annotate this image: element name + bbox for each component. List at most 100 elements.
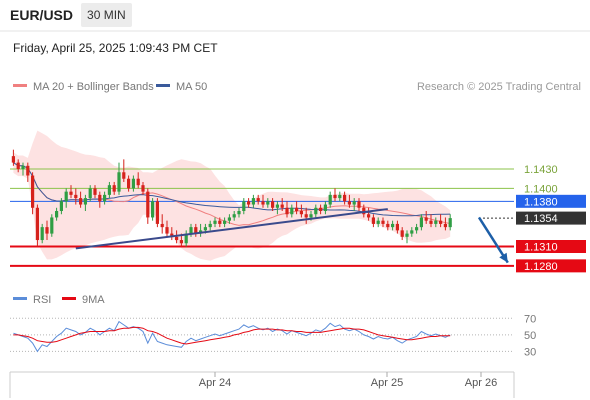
candle-body <box>11 156 15 163</box>
candle-body <box>266 201 270 205</box>
candle-body <box>35 207 39 241</box>
candle <box>98 191 102 208</box>
candle <box>299 204 303 218</box>
candle-body <box>88 188 92 199</box>
candle <box>319 204 323 215</box>
candle <box>242 198 246 215</box>
candle <box>45 220 49 241</box>
candle <box>271 198 275 211</box>
candle <box>424 211 428 224</box>
candle <box>371 214 375 228</box>
candle <box>131 175 135 192</box>
candle-body <box>434 220 438 224</box>
symbol-label: EUR/USD <box>10 7 74 23</box>
candle-body <box>136 178 140 186</box>
candle-body <box>74 194 78 199</box>
candle <box>328 191 332 208</box>
candle-body <box>338 194 342 199</box>
ma20-legend-swatch <box>13 84 27 87</box>
candle-body <box>232 214 236 218</box>
chart-header: EUR/USD 30 MIN <box>0 0 132 30</box>
x-tick-label-0: Apr 24 <box>199 377 231 389</box>
bollinger-band <box>13 130 451 261</box>
candle <box>55 207 59 221</box>
candle-body <box>275 204 279 208</box>
candles <box>11 149 452 247</box>
candle <box>410 227 414 237</box>
candle-body <box>405 233 409 237</box>
candle-body <box>328 194 332 205</box>
candle <box>266 198 270 208</box>
candle <box>213 217 217 228</box>
candle <box>232 211 236 221</box>
candle <box>83 194 87 211</box>
candle-body <box>21 165 25 170</box>
level-tag-5 <box>516 259 586 273</box>
candle-body <box>31 175 35 208</box>
candle-body <box>261 201 265 205</box>
rsi-ma-legend-swatch <box>62 297 76 300</box>
candle <box>103 191 107 205</box>
rsi-tick-label-0: 70 <box>524 313 536 325</box>
rsi-legend: RSI 9MA <box>13 294 105 306</box>
candle <box>208 220 212 231</box>
candle-body <box>400 230 404 237</box>
candle-body <box>237 211 241 215</box>
candle <box>146 188 150 224</box>
candle <box>175 230 179 244</box>
candle-body <box>45 227 49 234</box>
candle <box>400 227 404 241</box>
candle-body <box>179 240 183 244</box>
candle <box>227 214 231 224</box>
candle-body <box>443 223 447 228</box>
candle <box>117 162 121 195</box>
candle <box>314 204 318 218</box>
level-label-3: 1.1354 <box>524 213 558 225</box>
rsi-panel: 70 50 30 <box>10 313 536 358</box>
candle-body <box>40 227 44 241</box>
candle-body <box>247 201 251 205</box>
candle <box>218 217 222 228</box>
candle <box>386 220 390 231</box>
candle <box>11 149 15 166</box>
candle-body <box>343 194 347 202</box>
candle <box>439 214 443 228</box>
candle-body <box>242 201 246 211</box>
candle-body <box>429 220 433 224</box>
candle <box>448 214 452 231</box>
candle <box>429 214 433 228</box>
candle <box>290 204 294 218</box>
candle <box>381 217 385 228</box>
candle-body <box>227 217 231 221</box>
timeframe-badge[interactable]: 30 MIN <box>81 3 132 27</box>
candle-body <box>256 198 260 202</box>
ma20-legend-label: MA 20 + Bollinger Bands <box>33 81 154 93</box>
candle-body <box>83 198 87 205</box>
candle-body <box>391 223 395 228</box>
candle <box>343 191 347 205</box>
candle <box>194 223 198 237</box>
level-tag-4 <box>516 240 586 253</box>
candle-body <box>170 233 174 237</box>
rsi-legend-label: RSI <box>33 294 51 306</box>
candle <box>247 198 251 208</box>
candle-body <box>122 172 126 179</box>
candle <box>419 214 423 231</box>
ma50-legend-swatch <box>156 84 170 87</box>
candle-body <box>69 191 73 195</box>
candle-body <box>367 214 371 218</box>
candle-body <box>395 223 399 231</box>
candle <box>367 207 371 221</box>
candle <box>127 175 131 192</box>
candle <box>434 217 438 228</box>
candle <box>74 188 78 205</box>
candle-body <box>151 201 155 218</box>
candle-body <box>218 220 222 224</box>
candle <box>338 191 342 202</box>
candle <box>251 194 255 208</box>
candle-body <box>314 207 318 215</box>
candle-body <box>165 227 169 234</box>
candle-body <box>295 207 299 211</box>
level-label-0: 1.1430 <box>524 164 558 176</box>
candle <box>165 220 169 237</box>
